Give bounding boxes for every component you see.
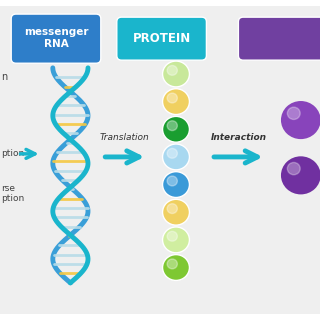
Circle shape <box>163 227 189 253</box>
Circle shape <box>167 66 177 75</box>
Text: messenger
RNA: messenger RNA <box>24 27 88 49</box>
Circle shape <box>163 255 189 280</box>
Circle shape <box>167 148 177 158</box>
Circle shape <box>281 101 320 139</box>
Text: rse
ption: rse ption <box>2 184 25 204</box>
Circle shape <box>163 89 189 115</box>
Circle shape <box>163 172 189 197</box>
Text: ption: ption <box>2 149 25 158</box>
Circle shape <box>287 107 300 119</box>
FancyBboxPatch shape <box>238 17 320 60</box>
FancyBboxPatch shape <box>0 6 320 314</box>
Text: Translation: Translation <box>100 132 150 141</box>
Circle shape <box>167 121 177 131</box>
Circle shape <box>167 176 177 186</box>
Circle shape <box>167 231 177 241</box>
Text: PROTEIN: PROTEIN <box>132 32 191 45</box>
Text: n: n <box>2 72 8 82</box>
Circle shape <box>163 61 189 87</box>
Circle shape <box>163 199 189 225</box>
Circle shape <box>167 259 177 269</box>
Text: Interaction: Interaction <box>211 132 266 141</box>
Circle shape <box>163 144 189 170</box>
Circle shape <box>287 163 300 175</box>
Circle shape <box>167 93 177 103</box>
Circle shape <box>167 204 177 213</box>
FancyBboxPatch shape <box>11 14 101 63</box>
FancyBboxPatch shape <box>117 17 206 60</box>
Circle shape <box>281 156 320 195</box>
Circle shape <box>163 116 189 142</box>
